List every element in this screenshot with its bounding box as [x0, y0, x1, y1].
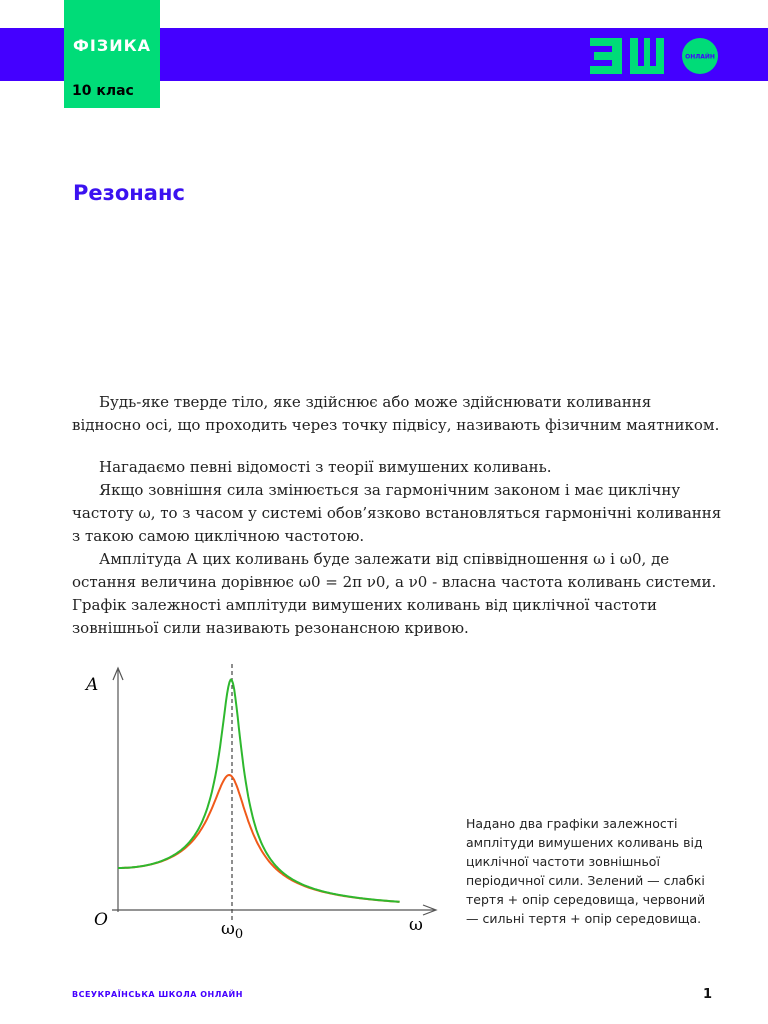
paragraph-text: Амплітуда А цих коливань буде залежати в…: [72, 550, 717, 637]
paragraph-text: Нагадаємо певні відомості з теорії вимуш…: [99, 458, 552, 476]
x-axis-arrow-icon: [422, 904, 438, 916]
vsho-logo-icon: ОНЛАЙН: [590, 38, 718, 74]
grade-label: 10 клас: [72, 83, 134, 99]
x-axis-label: ω: [409, 915, 423, 935]
footer-school: ВСЕУКРАЇНСЬКА ШКОЛА ОНЛАЙН: [72, 990, 243, 999]
origin-label: O: [94, 910, 108, 930]
weak-damping-curve: [118, 678, 400, 903]
paragraph-text: Якщо зовнішня сила змінюється за гармоні…: [72, 481, 722, 545]
page-title: Резонанс: [73, 181, 185, 205]
subject-name: ФІЗИКА: [73, 36, 152, 55]
paragraph-2: Нагадаємо певні відомості з теорії вимуш…: [72, 456, 722, 640]
page-number: 1: [703, 987, 713, 1002]
paragraph-text: Будь-яке тверде тіло, яке здійснює або м…: [72, 393, 720, 434]
figure-caption: Надано два графіки залежності амплітуди …: [466, 816, 706, 926]
subject-tab: ФІЗИКА 10 клас: [64, 0, 160, 108]
y-axis-arrow-icon: [112, 666, 124, 681]
paragraph-1: Будь-яке тверде тіло, яке здійснює або м…: [72, 391, 722, 437]
y-axis-label: A: [84, 675, 98, 695]
logo-text: ОНЛАЙН: [685, 53, 715, 61]
resonance-label: ω0: [221, 919, 243, 942]
